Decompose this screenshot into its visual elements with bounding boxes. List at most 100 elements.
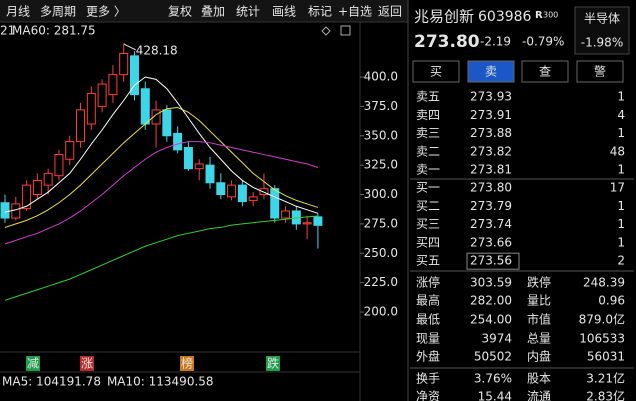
action-button[interactable]: [576, 60, 624, 83]
stat-value: 15.44: [478, 390, 512, 401]
candle-body: [216, 182, 226, 196]
peak-pointer: [123, 43, 136, 51]
event-label[interactable]: 榜: [181, 356, 193, 371]
book-label: 卖一: [416, 163, 440, 177]
book-volume: 48: [610, 144, 625, 158]
ma-line: [4, 76, 319, 214]
toolbar-item[interactable]: 标记: [308, 5, 332, 19]
candle-body: [108, 74, 118, 96]
candle-body: [281, 210, 291, 219]
event-label[interactable]: 减: [27, 357, 39, 371]
book-label: 买五: [416, 254, 440, 268]
price-box: [466, 252, 520, 270]
candle-body: [173, 132, 183, 151]
toolbar-item[interactable]: 画线: [272, 5, 296, 19]
badge: R: [535, 10, 543, 21]
sector[interactable]: 半导体: [584, 12, 620, 26]
stock-name: 兆易创新: [414, 8, 474, 26]
book-label: 买三: [416, 217, 440, 231]
stat-label: 最低: [416, 313, 440, 327]
volume-ma: MA5: 104191.78: [2, 375, 101, 389]
stat-value: 106533: [579, 332, 625, 346]
stat-value: 879.0亿: [579, 312, 625, 327]
toolbar-item[interactable]: 月线: [6, 5, 30, 19]
y-tick-label: 225.0: [364, 275, 398, 289]
toolbar-item[interactable]: 返回: [378, 5, 402, 19]
event-label[interactable]: 跌: [267, 356, 279, 371]
book-volume: 4: [617, 108, 625, 122]
candle-body: [194, 163, 204, 170]
stat-label: 外盘: [416, 349, 440, 364]
stat-label: 量比: [527, 294, 551, 308]
book-price: 273.66: [470, 235, 512, 249]
stat-label: 现量: [416, 332, 440, 346]
y-tick-label: 275.0: [364, 216, 398, 230]
candle-body: [86, 92, 96, 125]
book-volume: 1: [617, 199, 625, 213]
toolbar-item[interactable]: 统计: [236, 5, 260, 19]
y-tick-label: 375.0: [364, 99, 398, 113]
book-label: 卖三: [416, 126, 440, 140]
toolbar-item[interactable]: 叠加: [201, 5, 225, 19]
event-badge[interactable]: [266, 356, 280, 371]
candle-body: [248, 196, 258, 201]
settings-icon[interactable]: [321, 26, 331, 36]
action-label[interactable]: 卖: [485, 65, 497, 79]
candle-body: [259, 188, 269, 196]
candle-body: [76, 109, 86, 143]
action-button[interactable]: [412, 60, 460, 83]
y-tick-label: 350.0: [364, 128, 398, 142]
ma-line: [4, 215, 318, 301]
candle-body: [270, 188, 280, 219]
event-badge[interactable]: [80, 356, 94, 371]
candle-body: [32, 179, 42, 196]
event-badge[interactable]: [180, 356, 194, 371]
stat-value: 50502: [474, 350, 512, 364]
book-volume: 1: [617, 163, 625, 177]
candle-body: [313, 216, 323, 226]
candle-body: [11, 203, 21, 219]
book-label: 买四: [416, 235, 440, 249]
action-button[interactable]: [467, 60, 515, 83]
toolbar-item[interactable]: +自选: [338, 5, 372, 19]
candle-body: [205, 164, 215, 184]
book-price: 273.74: [470, 217, 512, 231]
change-pct: -0.79%: [522, 35, 564, 49]
action-button[interactable]: [521, 60, 569, 83]
ma-header: 21: [0, 24, 15, 38]
book-volume: 1: [617, 217, 625, 231]
stat-label: 涨停: [416, 275, 440, 290]
book-volume: 1: [617, 90, 625, 104]
book-volume: 17: [610, 181, 625, 195]
action-label[interactable]: 买: [430, 65, 442, 79]
book-price: 273.81: [470, 163, 512, 177]
toolbar-bg: [0, 0, 408, 22]
candle-body: [183, 147, 193, 170]
book-price: 273.91: [470, 108, 512, 122]
toolbar-item[interactable]: 多周期: [40, 5, 76, 19]
action-label[interactable]: 查: [539, 65, 551, 79]
stat-value: 3974: [481, 332, 512, 346]
candle-body: [54, 154, 64, 177]
candle-body: [22, 184, 32, 210]
toolbar-item[interactable]: 复权: [168, 5, 192, 19]
action-label[interactable]: 警: [594, 64, 606, 79]
y-tick-label: 400.0: [364, 70, 398, 84]
y-tick-label: 200.0: [364, 305, 398, 319]
candle-body: [97, 83, 107, 107]
event-label[interactable]: 涨: [81, 356, 93, 371]
book-label: 卖四: [416, 108, 440, 122]
book-price: 273.79: [470, 199, 512, 213]
book-price: 273.56: [470, 254, 512, 268]
stat-label: 总量: [527, 332, 551, 346]
candle-body: [237, 184, 247, 203]
event-badge[interactable]: [26, 356, 40, 371]
sector-box[interactable]: [574, 6, 630, 55]
change: -2.19: [480, 35, 511, 49]
peak-label: 428.18: [136, 43, 178, 57]
toolbar-item[interactable]: 更多 〉: [86, 5, 126, 19]
window-icon[interactable]: [340, 25, 351, 36]
volume-ma: MA10: 113490.58: [107, 375, 214, 389]
